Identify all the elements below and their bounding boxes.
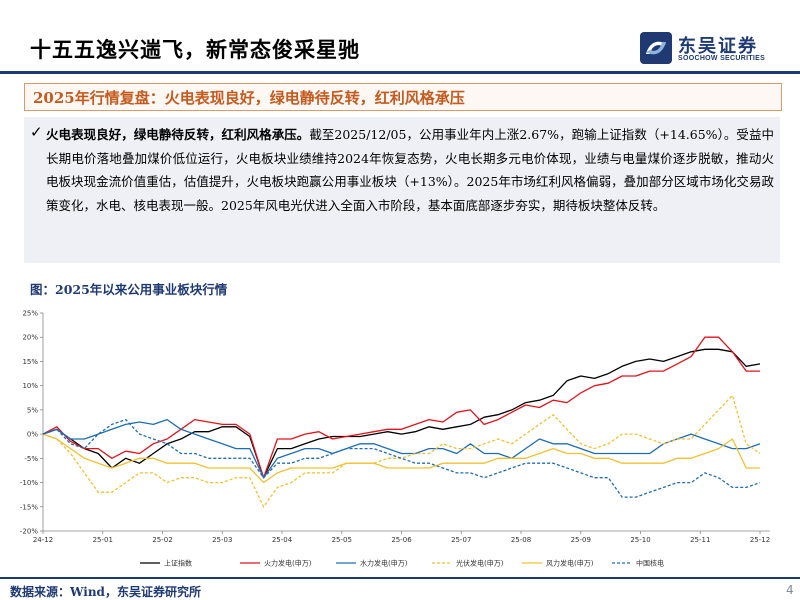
summary-text: 截至2025/12/05，公用事业年内上涨2.67%，跑输上证指数（+14.65… [46, 127, 774, 213]
x-tick-label: 25-05 [332, 536, 352, 544]
series-line-3 [42, 394, 761, 508]
x-tick-label: 25-10 [630, 536, 650, 544]
data-source: 数据来源：Wind，东吴证券研究所 [10, 585, 201, 599]
y-tick-label: 10% [22, 382, 38, 390]
series-line-4 [42, 433, 760, 484]
x-tick-label: 25-01 [93, 536, 113, 544]
series-line-0 [42, 348, 761, 479]
y-tick-label: -10% [20, 479, 38, 487]
series-line-5 [42, 418, 761, 498]
series-line-1 [42, 336, 760, 479]
page-title: 十五五逸兴遄飞，新常态俊采星驰 [30, 37, 360, 62]
x-tick-label: 25-12 [750, 536, 770, 544]
x-tick-label: 25-02 [152, 536, 172, 544]
x-tick-label: 24-12 [33, 536, 53, 544]
legend-label-0: 上证指数 [164, 559, 192, 568]
x-tick-label: 25-04 [272, 536, 293, 544]
section-banner: 2025年行情复盘：火电表现良好，绿电静待反转，红利风格承压 [24, 83, 782, 111]
y-tick-label: 20% [22, 334, 38, 342]
summary-box: ✓ 火电表现良好，绿电静待反转，红利风格承压。截至2025/12/05，公用事业… [24, 117, 780, 263]
x-tick-label: 25-03 [212, 536, 232, 544]
sector-performance-chart: -20% -15% -10% -5% 0% 5% 10% 15% 20% 25% 24-12 25-0… [20, 310, 770, 568]
y-tick-label: 15% [22, 358, 38, 366]
x-tick-label: 25-07 [451, 536, 471, 544]
summary-paragraph: 火电表现良好，绿电静待反转，红利风格承压。截至2025/12/05，公用事业年内… [46, 123, 774, 217]
legend-label-4: 风力发电(申万) [546, 559, 594, 568]
soochow-logo-icon [640, 32, 672, 64]
y-tick-label: -5% [24, 455, 38, 463]
x-tick-label: 25-11 [690, 536, 710, 544]
y-tick-label: 25% [22, 310, 38, 318]
figure-title: 图：2025年以来公用事业板块行情 [30, 282, 228, 297]
footer-divider [0, 577, 800, 579]
series-line-2 [42, 418, 761, 479]
legend-label-3: 光伏发电(申万) [456, 559, 504, 568]
legend-label-1: 火力发电(申万) [264, 559, 312, 568]
header-divider [0, 71, 800, 74]
section-title: 2025年行情复盘：火电表现良好，绿电静待反转，红利风格承压 [33, 89, 465, 107]
company-logo: 东吴证券 SOOCHOW SECURITIES [640, 30, 770, 70]
logo-chinese-text: 东吴证券 [678, 36, 758, 57]
summary-lead: 火电表现良好，绿电静待反转，红利风格承压。 [46, 127, 310, 142]
x-tick-label: 25-09 [571, 536, 591, 544]
page-number: 4 [786, 583, 794, 597]
y-tick-label: -20% [20, 528, 38, 536]
y-tick-label: 0% [27, 431, 38, 439]
x-tick-label: 25-06 [391, 536, 412, 544]
legend-label-2: 水力发电(申万) [360, 559, 408, 568]
x-tick-label: 25-08 [511, 536, 531, 544]
logo-english-text: SOOCHOW SECURITIES [678, 55, 766, 62]
check-icon: ✓ [30, 123, 43, 141]
legend-label-5: 中国核电 [636, 559, 664, 568]
y-tick-label: -15% [20, 503, 38, 511]
y-tick-label: 5% [27, 406, 38, 414]
